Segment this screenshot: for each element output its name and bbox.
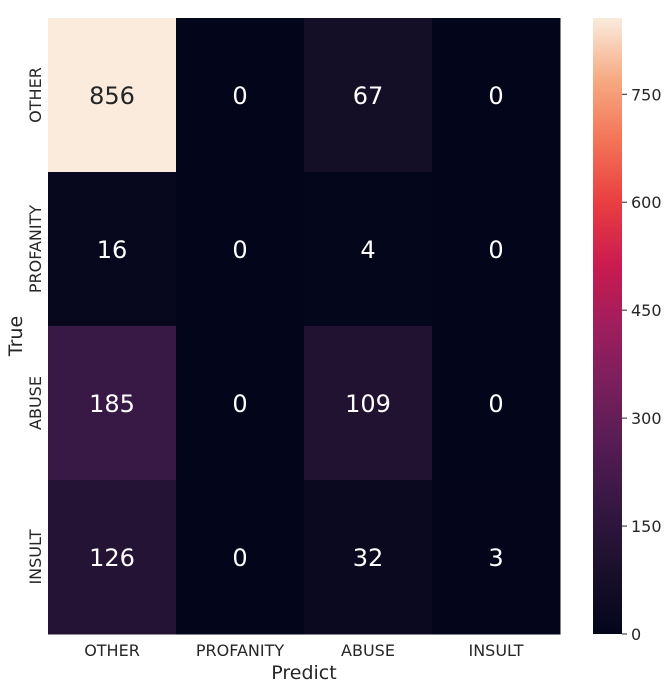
x-tick-label: INSULT bbox=[468, 641, 523, 660]
heatmap-cell bbox=[432, 326, 561, 481]
heatmap-cell bbox=[432, 18, 561, 173]
cell-value-label: 856 bbox=[89, 82, 135, 110]
colorbar-tick-label: 300 bbox=[631, 409, 662, 428]
colorbar bbox=[593, 18, 622, 634]
x-tick-label: OTHER bbox=[84, 641, 140, 660]
heatmap-cell bbox=[432, 480, 561, 635]
cell-value-label: 0 bbox=[232, 544, 247, 572]
heatmap-cell bbox=[304, 18, 433, 173]
heatmap-cell bbox=[304, 326, 433, 481]
cell-value-label: 185 bbox=[89, 390, 135, 418]
cell-value-label: 0 bbox=[488, 390, 503, 418]
heatmap-cell bbox=[176, 18, 305, 173]
cell-value-label: 0 bbox=[232, 82, 247, 110]
cell-value-label: 0 bbox=[488, 236, 503, 264]
heatmap-cell bbox=[48, 326, 177, 481]
cell-value-label: 0 bbox=[232, 390, 247, 418]
heatmap-cells bbox=[48, 18, 561, 635]
y-axis-label: True bbox=[5, 316, 27, 357]
y-tick-label: INSULT bbox=[26, 529, 45, 584]
x-tick-label: ABUSE bbox=[341, 641, 395, 660]
cell-value-label: 0 bbox=[232, 236, 247, 264]
cell-value-label: 126 bbox=[89, 544, 135, 572]
heatmap-cell bbox=[304, 172, 433, 327]
colorbar-tick-label: 750 bbox=[631, 85, 662, 104]
cell-value-label: 4 bbox=[360, 236, 375, 264]
colorbar-ticks: 0 150 300 450 600 750 bbox=[622, 85, 662, 644]
cell-value-label: 67 bbox=[353, 82, 384, 110]
y-tick-label: OTHER bbox=[26, 67, 45, 123]
x-axis-ticks: OTHER PROFANITY ABUSE INSULT bbox=[84, 641, 524, 660]
colorbar-tick-label: 600 bbox=[631, 193, 662, 212]
cell-value-label: 3 bbox=[488, 544, 503, 572]
x-axis-label: Predict bbox=[271, 662, 336, 684]
colorbar-tick-label: 450 bbox=[631, 301, 662, 320]
colorbar-tick-label: 150 bbox=[631, 517, 662, 536]
heatmap-cell bbox=[176, 480, 305, 635]
y-tick-label: ABUSE bbox=[26, 376, 45, 430]
cell-value-label: 16 bbox=[97, 236, 128, 264]
heatmap-cell bbox=[304, 480, 433, 635]
cell-value-label: 32 bbox=[353, 544, 384, 572]
heatmap-cell bbox=[432, 172, 561, 327]
heatmap-cell bbox=[176, 326, 305, 481]
heatmap-cell bbox=[48, 18, 177, 173]
heatmap-cell-labels: 856 0 67 0 16 0 4 0 185 0 109 0 126 0 32 3 bbox=[89, 82, 504, 572]
heatmap-cell bbox=[48, 172, 177, 327]
y-tick-label: PROFANITY bbox=[26, 205, 45, 294]
cell-value-label: 0 bbox=[488, 82, 503, 110]
heatmap-cell bbox=[176, 172, 305, 327]
y-axis-ticks: OTHER PROFANITY ABUSE INSULT bbox=[26, 67, 45, 584]
x-tick-label: PROFANITY bbox=[196, 641, 285, 660]
colorbar-tick-label: 0 bbox=[631, 625, 641, 644]
cell-value-label: 109 bbox=[345, 390, 391, 418]
heatmap-cell bbox=[48, 480, 177, 635]
